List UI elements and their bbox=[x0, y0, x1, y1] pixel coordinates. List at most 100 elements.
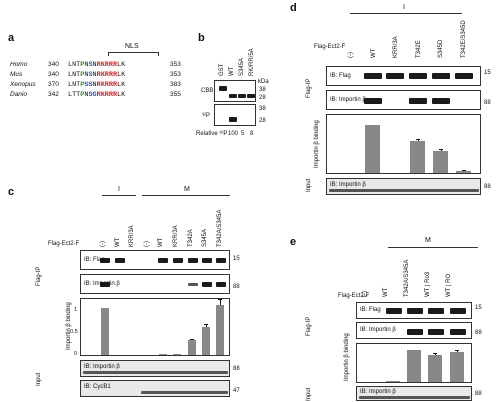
sequence-end: 355 bbox=[170, 91, 181, 98]
c-chart-ylabel: Importin β binding bbox=[66, 302, 72, 350]
panel-d-label: d bbox=[290, 2, 297, 14]
error-cap bbox=[455, 350, 459, 352]
group-m-label: M bbox=[184, 186, 190, 193]
error-cap bbox=[218, 299, 222, 300]
lane-label: WT bbox=[158, 237, 165, 247]
ib-flag-label-e: IB: Flag bbox=[360, 307, 381, 313]
c-input-cycb1-blot bbox=[80, 380, 230, 397]
ib-importin-label-e: IB: Importin β bbox=[360, 327, 396, 333]
lane-label: T342E/S345D bbox=[461, 20, 467, 58]
lane-label: KRR/3A bbox=[173, 225, 179, 247]
error-cap bbox=[204, 324, 208, 326]
lane-label: (-) bbox=[348, 52, 354, 58]
lane-label: (-) bbox=[143, 241, 150, 247]
error-bar bbox=[417, 138, 419, 142]
sequence-residues: LNTPNSNRKRRRLK bbox=[68, 71, 126, 79]
binding-bar bbox=[456, 170, 471, 173]
lane-label: KRR/3A bbox=[129, 225, 136, 247]
relative-value-rk: 8 bbox=[250, 131, 254, 137]
sequence-end: 383 bbox=[170, 81, 181, 88]
error-cap bbox=[415, 138, 420, 140]
c-flag-blot bbox=[80, 250, 230, 270]
binding-bar bbox=[159, 354, 167, 355]
lane-label: (-) bbox=[100, 241, 106, 247]
binding-bar bbox=[202, 327, 210, 355]
ib-cycb1-label: IB: CycB1 bbox=[84, 384, 111, 390]
relative-value-wt: 100 bbox=[228, 131, 239, 137]
error-cap bbox=[438, 148, 443, 150]
lane-label: WT bbox=[370, 48, 377, 58]
lane-label: S345A bbox=[202, 228, 209, 247]
binding-bar bbox=[365, 124, 380, 173]
lane-label: GST bbox=[219, 63, 225, 76]
ib-importin-input-label-c: IB: Importin β bbox=[84, 364, 120, 370]
e-input-importin-blot bbox=[356, 386, 472, 401]
sequence-residues: LNTPSSNRKRRRLK bbox=[68, 81, 126, 89]
lane-label: KRR/3A bbox=[393, 36, 400, 58]
relative-p32-label: Relative ³²P bbox=[196, 131, 228, 137]
sequence-end: 353 bbox=[170, 71, 181, 78]
group-m-label-e: M bbox=[425, 237, 431, 244]
d-chart-ylabel: Importin β binding bbox=[314, 120, 320, 168]
panel-e-label: e bbox=[290, 236, 297, 248]
binding-bar bbox=[173, 354, 181, 355]
lane-label: S345D bbox=[438, 39, 445, 58]
sequence-residues: LNTPNSNRKRRRLK bbox=[68, 61, 126, 69]
binding-bar bbox=[407, 350, 421, 382]
p32-blot bbox=[214, 104, 256, 126]
binding-bar bbox=[428, 354, 442, 382]
e-flag-blot bbox=[356, 302, 472, 319]
ib-flag-label-d: IB: Flag bbox=[330, 73, 351, 79]
panel-a-label: a bbox=[8, 32, 15, 44]
sequence-start: 340 bbox=[48, 61, 59, 68]
lane-label: RK/RR/5A bbox=[249, 48, 255, 76]
lane-label: T342A bbox=[187, 229, 194, 247]
error-cap bbox=[433, 353, 437, 355]
lane-label: WT | Ro3 bbox=[425, 271, 431, 297]
p32-label: ³²P bbox=[202, 113, 210, 119]
flag-ect2-label-c: Flag-Ect2-F bbox=[48, 241, 80, 247]
binding-bar bbox=[410, 141, 425, 173]
panel-b-label: b bbox=[198, 32, 205, 44]
binding-bar bbox=[216, 304, 224, 355]
sequence-start: 342 bbox=[48, 91, 59, 98]
species-name: Mus bbox=[10, 71, 23, 78]
lane-label: S345A bbox=[239, 57, 245, 76]
panel-c-label: c bbox=[8, 186, 15, 198]
error-bar bbox=[220, 299, 221, 305]
e-importin-blot bbox=[356, 322, 472, 339]
lane-label: WT bbox=[383, 287, 389, 297]
nls-bracket bbox=[108, 52, 158, 53]
ib-importin-label-c: IB: Importin β bbox=[84, 281, 120, 287]
ib-importin-label-d: IB: Importin β bbox=[330, 97, 366, 103]
d-input-importin-blot bbox=[326, 178, 481, 195]
error-cap bbox=[461, 169, 466, 171]
species-name: Xenopus bbox=[10, 81, 36, 88]
nls-label: NLS bbox=[125, 43, 139, 50]
d-flag-blot bbox=[326, 66, 481, 86]
sequence-start: 340 bbox=[48, 71, 59, 78]
lane-label: WT bbox=[229, 66, 235, 76]
error-bar bbox=[440, 148, 442, 152]
flag-ip-label-e: Flag-IP bbox=[306, 316, 312, 336]
d-importin-blot bbox=[326, 90, 481, 110]
cbb-label: CBB bbox=[201, 88, 214, 94]
species-name: Danio bbox=[10, 91, 27, 98]
c-input-importin-blot bbox=[80, 360, 230, 377]
species-name: Homo bbox=[10, 61, 28, 68]
kda-unit: kDa bbox=[258, 79, 269, 85]
binding-bar bbox=[386, 381, 400, 382]
sequence-residues: LTTPNSGRKRRRLK bbox=[68, 91, 126, 99]
c-importin-blot bbox=[80, 274, 230, 294]
flag-ect2-label-e: Flag-Ect2-F bbox=[338, 293, 370, 299]
lane-label: T342E bbox=[415, 40, 422, 58]
relative-value-s345a: 5 bbox=[241, 131, 245, 137]
e-chart-ylabel: Importin β binding bbox=[344, 333, 350, 381]
binding-bar bbox=[188, 340, 196, 355]
input-label-e: Input bbox=[306, 387, 312, 401]
ib-flag-label-c: IB: Flag bbox=[84, 257, 105, 263]
input-label-d: Input bbox=[306, 178, 312, 192]
sequence-start: 370 bbox=[48, 81, 59, 88]
binding-bar bbox=[450, 351, 464, 382]
sequence-end: 353 bbox=[170, 61, 181, 68]
